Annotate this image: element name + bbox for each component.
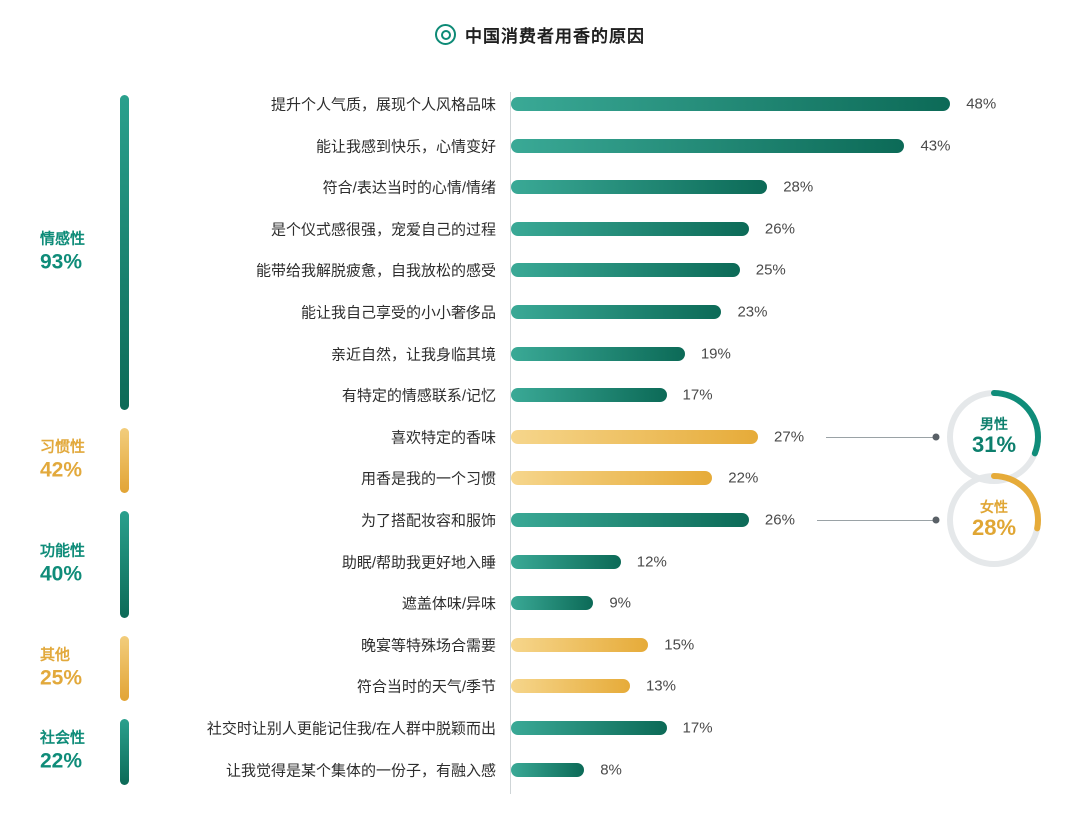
- bar-label: 为了搭配妆容和服饰: [360, 512, 496, 530]
- bar-value: 17%: [682, 719, 713, 737]
- badge-percent: 28%: [971, 515, 1017, 541]
- bar: [511, 637, 649, 652]
- badge-text: 男性 31%: [946, 389, 1042, 485]
- bar-label: 符合当时的天气/季节: [356, 678, 496, 696]
- badge-ring: [947, 389, 1041, 484]
- bar-label: 晚宴等特殊场合需要: [360, 637, 496, 655]
- group-bracket: [120, 95, 129, 411]
- bar-value: 22%: [728, 469, 759, 487]
- bar-label: 遮盖体味/异味: [401, 595, 496, 613]
- bar: [511, 554, 621, 569]
- badge-male: 男性 31%: [946, 389, 1042, 485]
- bar-value: 26%: [764, 220, 795, 238]
- group-label: 情感性 93%: [40, 229, 85, 276]
- bar-value: 19%: [700, 345, 731, 363]
- group-percent: 40%: [40, 562, 83, 586]
- bar: [511, 471, 713, 486]
- bar-value: 8%: [600, 761, 622, 779]
- bar: [511, 429, 759, 444]
- bar-label: 提升个人气质，展现个人风格品味: [270, 96, 496, 114]
- bar-value: 12%: [636, 553, 667, 571]
- bar: [511, 679, 630, 694]
- badge-name: 男性: [980, 416, 1008, 433]
- group-name: 社会性: [40, 729, 86, 747]
- bar: [511, 388, 667, 403]
- bar: [511, 97, 951, 111]
- bar-label: 亲近自然，让我身临其境: [330, 346, 496, 364]
- bar-label: 能让我自己享受的小小奢侈品: [300, 304, 496, 322]
- bar-value: 23%: [737, 303, 768, 321]
- bar-value: 28%: [783, 178, 814, 196]
- group-name: 其他: [40, 646, 71, 664]
- bar-value: 15%: [664, 636, 695, 654]
- bar-value: 26%: [764, 511, 795, 529]
- bar-label: 社交时让别人更能记住我/在人群中脱颖而出: [206, 720, 496, 738]
- bar-value: 48%: [966, 95, 997, 113]
- bar: [511, 762, 585, 777]
- connector-line: [816, 520, 936, 521]
- connector-dot: [932, 433, 940, 441]
- bar: [511, 513, 749, 527]
- bar-value: 25%: [755, 261, 786, 279]
- bar-label: 喜欢特定的香味: [390, 429, 496, 447]
- bar-value: 27%: [774, 428, 805, 446]
- group-label: 习惯性 42%: [40, 437, 85, 484]
- bar-label: 是个仪式感很强，宠爱自己的过程: [270, 221, 496, 239]
- group-name: 习惯性: [40, 438, 86, 456]
- badge-text: 女性 28%: [946, 472, 1042, 568]
- y-axis-line: [510, 92, 511, 794]
- bar-value: 13%: [645, 677, 676, 695]
- bar-label: 助眠/帮助我更好地入睡: [341, 554, 496, 572]
- bar-label: 让我觉得是某个集体的一份子，有融入感: [225, 762, 496, 780]
- badge-percent: 31%: [971, 432, 1017, 458]
- bar-value: 9%: [609, 594, 632, 612]
- group-percent: 93%: [40, 250, 83, 274]
- bar-label: 用香是我的一个习惯: [360, 470, 496, 488]
- bar-value: 17%: [682, 386, 713, 404]
- badge-female: 女性 28%: [946, 472, 1042, 568]
- bar: [511, 263, 740, 278]
- bar: [511, 596, 594, 611]
- bullseye-icon: [435, 24, 456, 45]
- connector-dot: [932, 516, 940, 524]
- badge-ring: [947, 473, 1041, 567]
- group-bracket: [120, 635, 129, 702]
- connector-line: [826, 436, 936, 438]
- group-name: 功能性: [40, 542, 86, 560]
- group-bracket: [120, 511, 129, 619]
- chart-title: 中国消费者用香的原因: [465, 27, 645, 46]
- bar: [511, 138, 905, 153]
- bar-label: 有特定的情感联系/记忆: [341, 387, 496, 405]
- bar: [511, 346, 685, 361]
- bar: [511, 221, 749, 236]
- bar: [511, 180, 768, 195]
- bar: [511, 305, 722, 319]
- group-name: 情感性: [40, 230, 86, 248]
- group-percent: 25%: [40, 666, 83, 690]
- group-bracket: [120, 719, 129, 785]
- bar-value: 43%: [920, 137, 951, 155]
- group-label: 社会性 22%: [40, 728, 85, 775]
- group-label: 功能性 40%: [40, 541, 85, 588]
- badge-name: 女性: [980, 499, 1008, 516]
- bar-label: 符合/表达当时的心情/情绪: [322, 179, 496, 197]
- group-bracket: [120, 427, 129, 494]
- group-percent: 22%: [40, 749, 83, 773]
- bar-label: 能让我感到快乐，心情变好: [315, 138, 496, 156]
- chart-header: 中国消费者用香的原因: [0, 22, 1080, 47]
- bar-label: 能带给我解脱疲惫，自我放松的感受: [255, 262, 496, 280]
- bar: [511, 721, 667, 735]
- group-percent: 42%: [40, 458, 83, 482]
- group-label: 其他 25%: [40, 645, 82, 692]
